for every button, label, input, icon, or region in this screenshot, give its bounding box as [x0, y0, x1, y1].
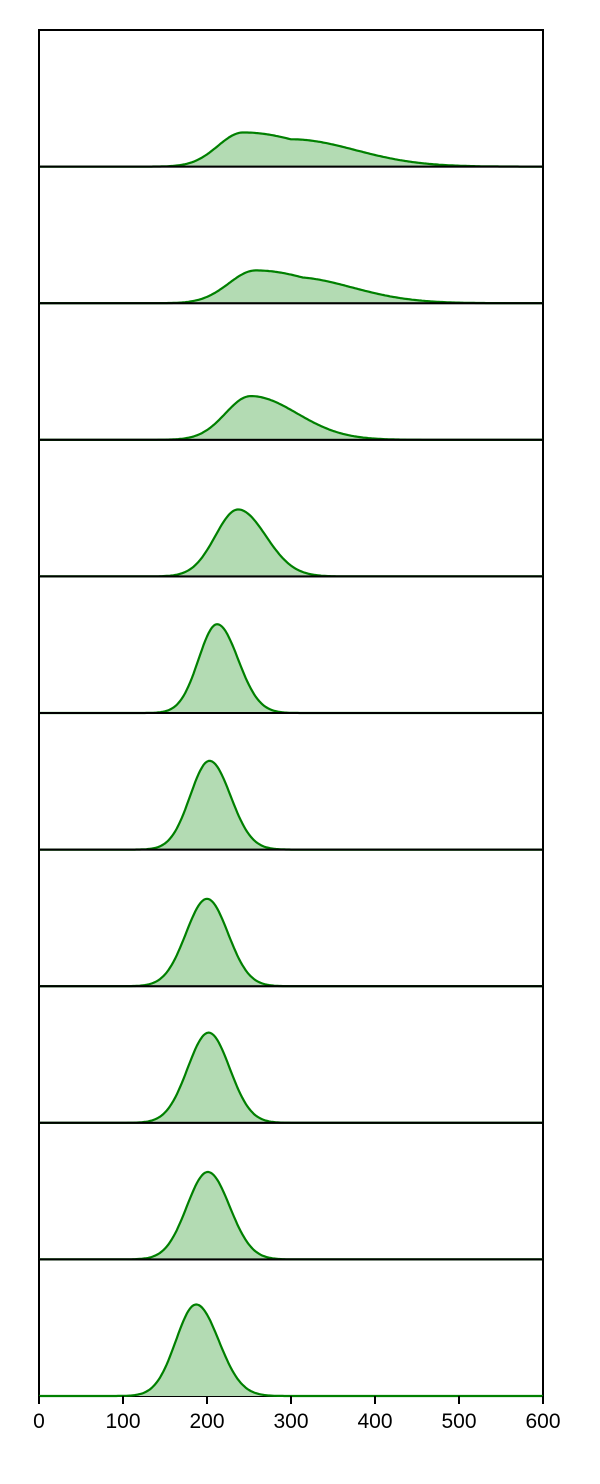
density-area	[39, 1304, 543, 1396]
x-tick-label: 200	[189, 1410, 224, 1433]
x-tick-label: 500	[441, 1410, 476, 1433]
density-area	[39, 270, 543, 304]
x-tick-label: 400	[357, 1410, 392, 1433]
x-tick-label: 0	[33, 1410, 45, 1433]
x-tick-label: 100	[105, 1410, 140, 1433]
density-area	[39, 132, 543, 167]
density-area	[39, 396, 543, 440]
x-axis: 0 100 200 300 400 500 600	[33, 1396, 561, 1433]
x-tick-label: 300	[273, 1410, 308, 1433]
x-tick-label: 600	[525, 1410, 560, 1433]
